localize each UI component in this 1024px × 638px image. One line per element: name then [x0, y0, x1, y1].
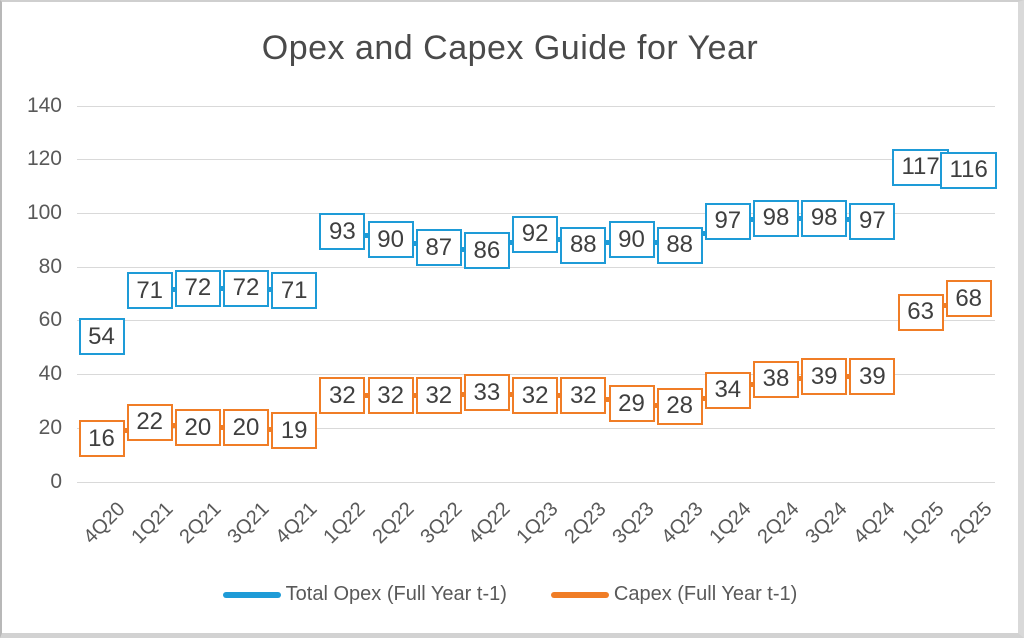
data-label-box: 68: [945, 280, 992, 318]
data-label-box: 88: [560, 226, 607, 264]
series-line-segment: [744, 217, 759, 223]
series-line-segment: [600, 397, 615, 403]
data-label-box: 20: [174, 409, 221, 447]
series-line-segment: [793, 215, 808, 221]
data-label-box: 29: [608, 385, 655, 423]
series-line-segment: [648, 402, 663, 408]
y-axis-tick-label: 120: [26, 147, 62, 171]
series-line-segment: [407, 241, 422, 247]
data-label-box: 71: [126, 272, 173, 310]
y-axis-tick-label: 100: [26, 200, 62, 224]
data-label-box: 22: [126, 403, 173, 441]
series-line-segment: [263, 287, 278, 292]
series-line-segment: [552, 393, 567, 399]
data-label-box: 98: [753, 199, 799, 237]
data-label-box: 32: [415, 377, 462, 415]
gridline: [77, 212, 995, 214]
data-label-box: 87: [415, 229, 462, 267]
data-label-box: 90: [367, 221, 414, 259]
data-label-box: 86: [463, 232, 510, 269]
y-axis-tick-label: 60: [38, 308, 62, 332]
series-line-segment: [359, 393, 374, 399]
data-label-box: 16: [78, 420, 125, 457]
data-label-box: 54: [78, 318, 125, 355]
data-label-box: 39: [849, 358, 896, 396]
series-line-segment: [214, 425, 229, 431]
series-line-segment: [455, 391, 470, 397]
data-label-box: 71: [271, 272, 318, 310]
series-line-segment: [359, 233, 374, 239]
data-label-box: 33: [463, 374, 510, 412]
series-line-segment: [600, 240, 615, 245]
data-label-box: 20: [223, 409, 269, 447]
data-label-box: 32: [560, 377, 607, 415]
gridline: [77, 266, 995, 268]
gridline: [77, 481, 995, 483]
data-label-box: 97: [849, 202, 896, 240]
series-line-segment: [552, 237, 567, 243]
data-label-box: 88: [656, 226, 703, 264]
legend-label-opex: Total Opex (Full Year t-1): [285, 583, 507, 605]
series-line-segment: [648, 240, 663, 245]
series-line-segment: [166, 287, 181, 292]
series-line-segment: [504, 240, 518, 245]
gridline: [77, 320, 995, 322]
series-line-segment: [166, 422, 181, 428]
data-label-box: 38: [753, 360, 799, 398]
data-label-box: 28: [656, 387, 703, 425]
y-axis-tick-label: 80: [38, 254, 62, 278]
data-label-box: 32: [367, 377, 414, 415]
data-label-box: 32: [319, 377, 366, 415]
series-line-segment: [263, 426, 278, 432]
series-line-segment: [841, 374, 856, 380]
legend-item-capex: Capex (Full Year t-1): [550, 583, 798, 606]
series-line-segment: [793, 375, 808, 381]
y-axis-tick-label: 140: [26, 93, 62, 117]
series-line-segment: [118, 428, 133, 433]
series-line-segment: [937, 303, 952, 309]
series-line-segment: [455, 246, 470, 252]
y-axis-tick-label: 40: [38, 362, 62, 386]
legend-line-swatch-opex: [222, 591, 281, 598]
y-axis-tick-label: 0: [50, 469, 62, 493]
data-label-box: 34: [704, 371, 751, 409]
data-label-box: 72: [223, 269, 269, 307]
series-line-segment: [214, 285, 229, 291]
gridline: [77, 159, 995, 161]
data-label-box: 63: [897, 293, 944, 331]
series-line-segment: [744, 382, 759, 388]
data-label-box: 32: [512, 377, 559, 415]
data-label-box: 39: [801, 358, 848, 396]
data-label-box: 116: [940, 151, 998, 189]
legend-label-capex: Capex (Full Year t-1): [613, 583, 798, 605]
data-label-box: 72: [174, 269, 221, 307]
legend-line-swatch-capex: [550, 591, 609, 598]
legend: Total Opex (Full Year t-1) Capex (Full Y…: [2, 583, 1018, 606]
data-label-box: 93: [319, 213, 366, 251]
gridline: [77, 105, 995, 107]
legend-item-total-opex: Total Opex (Full Year t-1): [222, 583, 507, 606]
data-label-box: 90: [608, 221, 655, 259]
chart-title: Opex and Capex Guide for Year: [261, 29, 759, 67]
y-axis-tick-label: 20: [38, 415, 62, 439]
series-line-segment: [841, 217, 856, 223]
data-label-box: 19: [271, 412, 318, 449]
gridline: [77, 427, 995, 429]
series-line-segment: [696, 395, 711, 401]
data-label-box: 92: [512, 215, 559, 253]
series-line-segment: [696, 230, 711, 236]
data-label-box: 97: [704, 202, 751, 240]
data-label-box: 98: [801, 199, 848, 237]
gridline: [77, 374, 995, 376]
series-line-segment: [504, 391, 518, 397]
series-line-segment: [407, 393, 422, 399]
